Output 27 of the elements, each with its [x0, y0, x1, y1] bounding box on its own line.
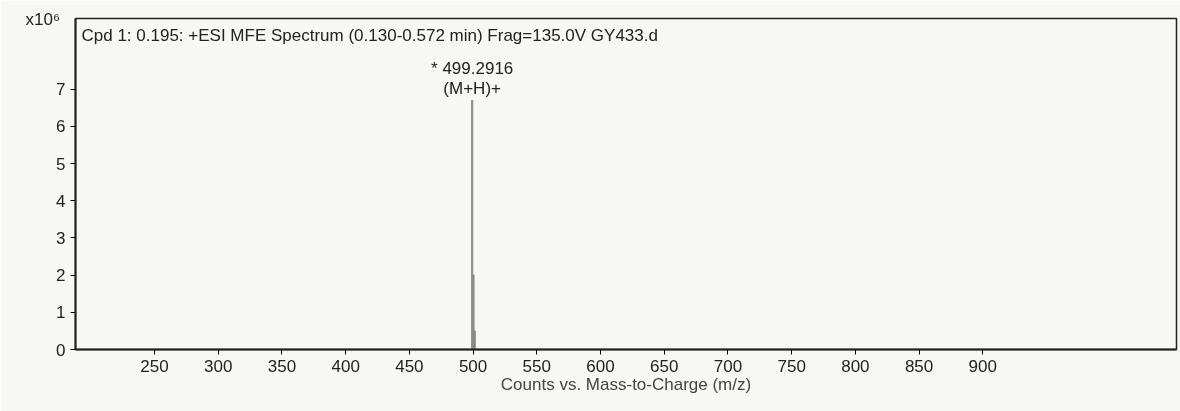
chart-title: Cpd 1: 0.195: +ESI MFE Spectrum (0.130-0.572 min) Frag=135.0V GY433.d — [81, 25, 658, 45]
y-tick-label: 4 — [56, 191, 66, 211]
x-tick-label: 800 — [841, 356, 870, 376]
x-tick-label: 700 — [713, 356, 743, 376]
x-tick-label: 900 — [968, 356, 997, 376]
x-tick-label: 600 — [586, 356, 615, 376]
x-tick-label: 300 — [204, 356, 233, 376]
x-tick-label: 400 — [331, 356, 360, 376]
y-tick-label: 0 — [56, 340, 66, 360]
x-tick-label: 500 — [458, 356, 488, 376]
y-tick-label: 3 — [56, 228, 66, 248]
y-tick-label: 5 — [56, 154, 66, 174]
x-tick-label: 850 — [904, 356, 934, 376]
annotation: * 499.2916 — [431, 59, 514, 79]
x-tick-label: 750 — [777, 356, 806, 376]
x-tick-label: 250 — [140, 356, 169, 376]
x-axis-title: Counts vs. Mass-to-Charge (m/z) — [500, 374, 752, 394]
y-tick-label: 1 — [56, 303, 66, 323]
x-tick-label: 550 — [522, 356, 551, 376]
annotation: (M+H)+ — [443, 79, 502, 99]
x-tick-label: 350 — [267, 356, 297, 376]
x-tick-label: 650 — [650, 356, 679, 376]
y-axis-title: x10⁶ — [25, 9, 60, 29]
y-tick-label: 2 — [56, 266, 66, 286]
x-tick-label: 450 — [395, 356, 424, 376]
y-tick-label: 6 — [56, 117, 66, 137]
y-tick-label: 7 — [56, 80, 66, 100]
